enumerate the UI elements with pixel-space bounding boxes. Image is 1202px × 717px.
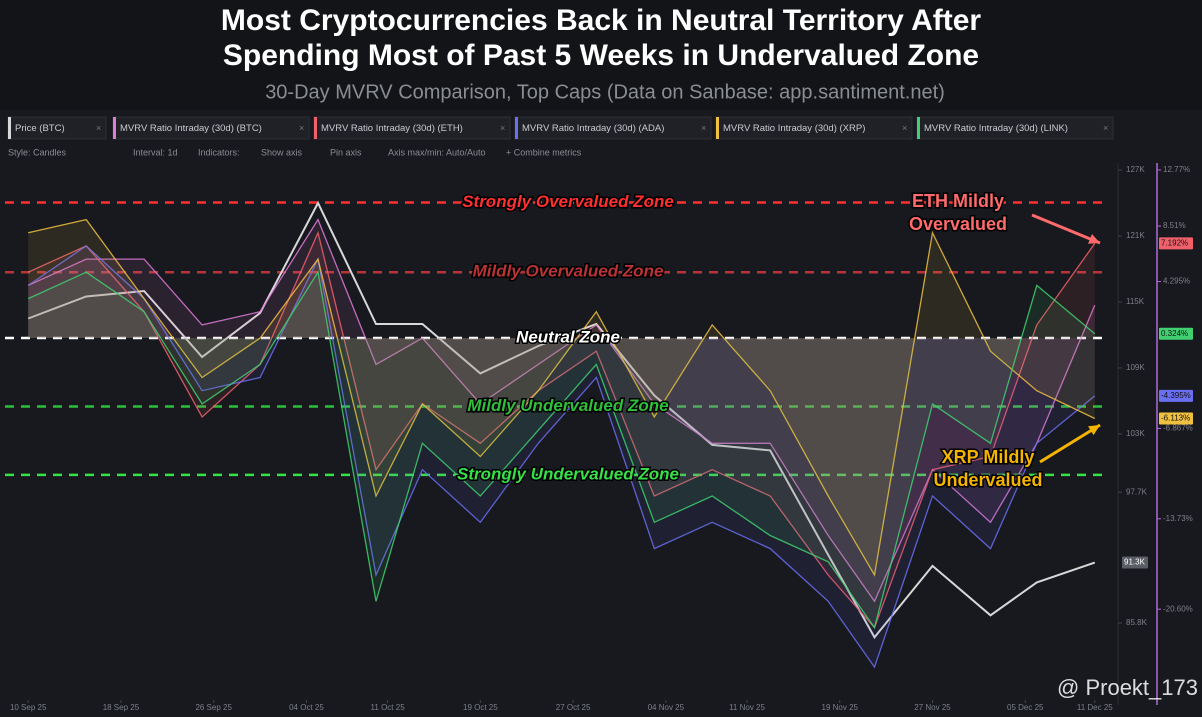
toolbar-item[interactable]: Pin axis (330, 147, 362, 157)
legend-close[interactable]: × (500, 123, 505, 133)
annotation: Overvalued (909, 214, 1007, 234)
value-label: 0.324% (1161, 329, 1188, 338)
zone-label: Neutral Zone (516, 328, 620, 347)
series-line (27, 200, 1096, 640)
legend-swatch (917, 117, 920, 139)
y-tick-label: 97.7K (1126, 487, 1148, 496)
x-tick-label: 10 Sep 25 (10, 703, 47, 712)
annotation-arrow (1039, 423, 1101, 464)
chart-title: Spending Most of Past 5 Weeks in Underva… (223, 39, 979, 72)
legend-label: MVRV Ratio Intraday (30d) (ADA) (522, 123, 664, 134)
x-tick-label: 27 Oct 25 (556, 703, 591, 712)
toolbar-item[interactable]: Axis max/min: Auto/Auto (388, 147, 486, 157)
y2-tick-label: -20.60% (1163, 604, 1193, 613)
annotation: XRP Mildly (942, 447, 1035, 467)
annotation: ETH Mildly (912, 191, 1004, 211)
legend-label: MVRV Ratio Intraday (30d) (LINK) (924, 123, 1068, 134)
y-tick-label: 115K (1126, 297, 1145, 306)
legend-swatch (314, 117, 317, 139)
series-area (28, 232, 1095, 628)
y2-tick-label: 8.51% (1163, 221, 1186, 230)
value-label-box (1159, 412, 1193, 425)
zone-label: Mildly Overvalued Zone (473, 262, 664, 281)
annotation-arrowhead (1088, 234, 1100, 244)
x-tick-label: 11 Nov 25 (729, 703, 765, 712)
y2-tick-label: 12.77% (1163, 165, 1190, 174)
toolbar-item[interactable]: Show axis (261, 147, 303, 157)
series-line (27, 218, 1096, 603)
x-tick-label: 04 Oct 25 (289, 703, 324, 712)
x-tick-label: 11 Dec 25 (1077, 703, 1113, 712)
annotation-arrow (1031, 213, 1101, 245)
value-label-box (1159, 327, 1193, 340)
value-label-box (1122, 556, 1148, 569)
legend-label: MVRV Ratio Intraday (30d) (XRP) (723, 123, 865, 134)
chart-title: Most Cryptocurrencies Back in Neutral Te… (221, 4, 982, 37)
y-tick-label: 85.8K (1126, 618, 1148, 627)
legend-label: MVRV Ratio Intraday (30d) (ETH) (321, 123, 463, 134)
zone-label: Strongly Undervalued Zone (457, 464, 679, 483)
value-label: -4.395% (1161, 391, 1191, 400)
legend-label: MVRV Ratio Intraday (30d) (BTC) (120, 123, 262, 134)
legend-label: Price (BTC) (15, 123, 65, 134)
value-label: 91.3K (1124, 558, 1146, 567)
y-tick-label: 127K (1126, 165, 1145, 174)
value-label-box (1159, 389, 1193, 402)
y-tick-label: 103K (1126, 429, 1145, 438)
value-label: -6.113% (1161, 414, 1190, 423)
zone-label: Mildly Undervalued Zone (467, 396, 668, 415)
legend-close[interactable]: × (1103, 123, 1108, 133)
y-tick-label: 109K (1126, 363, 1145, 372)
y2-tick-label: -13.73% (1163, 514, 1193, 523)
legend-swatch (113, 117, 116, 139)
series-line (27, 245, 1096, 669)
toolbar-item[interactable]: + Combine metrics (506, 147, 582, 157)
watermark: @ Proekt_173 (1057, 675, 1198, 700)
legend-close[interactable]: × (299, 123, 304, 133)
legend-swatch (8, 117, 11, 139)
x-tick-label: 05 Dec 25 (1007, 703, 1044, 712)
series-area (28, 272, 1095, 628)
legend-close[interactable]: × (902, 123, 907, 133)
legend-swatch (716, 117, 719, 139)
value-label-box (1159, 237, 1193, 250)
zone-label: Strongly Overvalued Zone (462, 192, 674, 211)
y2-tick-label: 4.295% (1163, 277, 1190, 286)
x-tick-label: 04 Nov 25 (648, 703, 685, 712)
x-tick-label: 26 Sep 25 (195, 703, 232, 712)
annotation-arrowhead (1088, 425, 1100, 436)
x-tick-label: 19 Oct 25 (463, 703, 498, 712)
y-tick-label: 121K (1126, 231, 1145, 240)
value-label: 7.192% (1161, 239, 1188, 248)
x-tick-label: 19 Nov 25 (822, 703, 859, 712)
toolbar-item[interactable]: Indicators: (198, 147, 240, 157)
x-tick-label: 27 Nov 25 (914, 703, 951, 712)
series-line (27, 270, 1096, 630)
legend-close[interactable]: × (701, 123, 706, 133)
toolbar-item[interactable]: Interval: 1d (133, 147, 178, 157)
series-line (28, 218, 1096, 577)
y2-tick-label: -6.867% (1163, 424, 1193, 433)
legend-swatch (515, 117, 518, 139)
series-line (27, 230, 1096, 629)
chart-subtitle: 30-Day MVRV Comparison, Top Caps (Data o… (265, 81, 945, 103)
toolbar-item[interactable]: Style: Candles (8, 147, 67, 157)
x-tick-label: 18 Sep 25 (103, 703, 140, 712)
x-tick-label: 11 Oct 25 (371, 703, 406, 712)
legend-close[interactable]: × (96, 123, 101, 133)
series-area (28, 219, 1095, 602)
annotation: Undervalued (933, 470, 1042, 490)
